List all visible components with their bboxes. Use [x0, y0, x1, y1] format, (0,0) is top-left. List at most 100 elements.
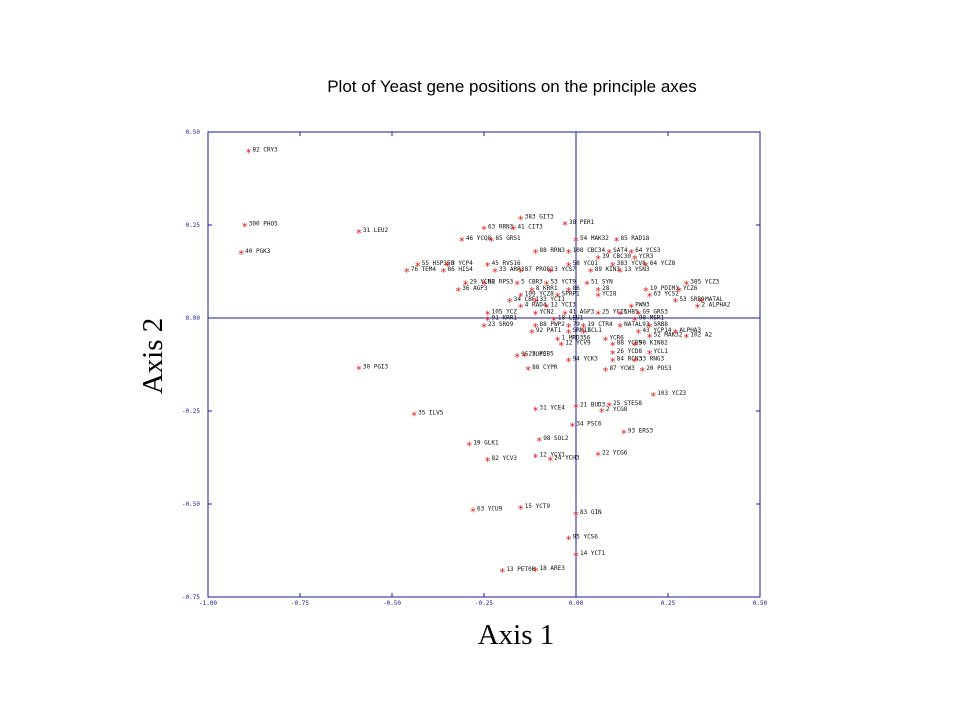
y-tick-label: -0.50	[182, 501, 200, 508]
point-marker: *	[684, 279, 690, 292]
point-label: 45 RVS16	[492, 260, 521, 267]
point-label: 14 YCT1	[580, 550, 606, 557]
point-label: 33 ARR3	[499, 266, 525, 273]
point-marker: *	[617, 321, 623, 334]
point-marker: *	[485, 308, 491, 321]
x-tick-label: -0.25	[475, 600, 493, 607]
point-marker: *	[636, 327, 642, 340]
point-marker: *	[632, 253, 638, 266]
data-point: * 33 RNG3	[632, 356, 664, 369]
point-marker: *	[500, 566, 506, 579]
data-point: * 54 MAK32	[573, 235, 609, 248]
x-tick-label: 0.25	[661, 600, 676, 607]
point-label: 86 HIS4	[448, 266, 474, 273]
data-point: * 52 RPS3	[481, 279, 513, 292]
data-point: * 51 SYN	[584, 279, 613, 292]
data-point: * 28	[595, 285, 609, 298]
point-marker: *	[614, 235, 620, 248]
point-label: 76 TEM4	[411, 266, 437, 273]
point-label: 63 YCS2	[654, 290, 680, 297]
data-point: * 22 YCG6	[595, 450, 627, 463]
point-marker: *	[533, 404, 539, 417]
point-marker: *	[606, 247, 612, 260]
point-label: 43 YCP14	[643, 327, 672, 334]
point-marker: *	[492, 266, 498, 279]
data-point: * 43 YCP14	[636, 327, 672, 340]
point-marker: *	[647, 348, 653, 361]
data-point: * 82 YCV3	[485, 455, 517, 468]
point-label: 34 CBF1	[514, 296, 540, 303]
point-label: 82 CRY3	[252, 146, 278, 153]
data-point: * 34 PSC6	[570, 421, 602, 434]
point-label: SRM1Z	[573, 327, 591, 334]
data-point: * YCN2	[533, 308, 555, 321]
point-marker: *	[481, 321, 487, 334]
point-label: 2 YCG8	[606, 406, 628, 413]
point-marker: *	[547, 266, 553, 279]
data-point: * YCR3	[632, 253, 654, 266]
point-marker: *	[356, 363, 362, 376]
y-tick-label: 0.50	[186, 129, 201, 136]
point-marker: *	[356, 227, 362, 240]
point-marker: *	[628, 302, 634, 315]
point-marker: *	[621, 427, 627, 440]
data-point: * 85 RAD18	[614, 235, 650, 248]
point-label: 87 PRO81	[525, 266, 554, 273]
data-point: * 1 MRD356	[555, 334, 591, 347]
x-tick-label: -1.00	[199, 600, 217, 607]
point-marker: *	[489, 235, 495, 248]
data-point: * 95 YOP3	[514, 351, 546, 364]
data-point: * 109 YCZ8	[518, 290, 554, 303]
point-label: 33 RNG3	[639, 356, 665, 363]
point-marker: *	[518, 266, 524, 279]
point-label: 93 ERS3	[628, 427, 654, 434]
point-marker: *	[610, 348, 616, 361]
point-marker: *	[606, 400, 612, 413]
point-label: 28	[602, 285, 610, 292]
point-marker: *	[485, 315, 491, 328]
point-marker: *	[533, 308, 539, 321]
point-label: 25 YCI5	[602, 308, 628, 315]
data-point: * 18 LEU1	[551, 315, 583, 328]
point-label: 53 SRB9	[679, 296, 705, 303]
point-marker: *	[632, 356, 638, 369]
data-point: * 84 RCN3	[610, 356, 642, 369]
data-point: * 12 YCY1	[533, 452, 565, 465]
point-label: 25 STE58	[613, 400, 642, 407]
data-point: * 13 YSN3	[617, 266, 649, 279]
point-label: 109 YCZ8	[525, 290, 554, 297]
data-point: * 88 CYPR	[525, 364, 557, 377]
point-marker: *	[459, 235, 465, 248]
point-label: 95 YCS6	[573, 534, 599, 541]
point-marker: *	[617, 266, 623, 279]
point-marker: *	[599, 406, 605, 419]
x-tick-label: -0.50	[383, 600, 401, 607]
data-point: * 12 YCV9	[559, 340, 591, 353]
point-marker: *	[555, 334, 561, 347]
point-marker: *	[463, 279, 469, 292]
data-point: * 25 STE58	[606, 400, 642, 413]
point-marker: *	[514, 279, 520, 292]
data-point: * MATAL	[698, 296, 723, 309]
point-marker: *	[581, 321, 587, 334]
point-label: 39 CBC30	[602, 253, 631, 260]
point-label: 88 YCB5	[617, 340, 643, 347]
point-label: 31 LEU2	[363, 227, 389, 234]
point-marker: *	[581, 327, 587, 340]
point-marker: *	[518, 213, 524, 226]
point-marker: *	[595, 290, 601, 303]
data-point: * 4 RAD4	[518, 302, 547, 315]
point-label: 41 AGP3	[569, 308, 595, 315]
data-point: * 13 PET0R	[500, 566, 536, 579]
data-point: * 53 SRB9	[673, 296, 705, 309]
data-point: * 33 ARR3	[492, 266, 524, 279]
point-label: NATAL93	[624, 321, 650, 328]
point-marker: *	[529, 285, 535, 298]
data-point: * 63 YCS2	[647, 290, 679, 303]
point-marker: *	[632, 340, 638, 353]
data-point: * 52 MAK32	[647, 332, 683, 345]
point-label: 41 CIT3	[517, 223, 543, 230]
data-point: * 34 CBF1	[507, 296, 539, 309]
point-marker: *	[485, 260, 491, 273]
